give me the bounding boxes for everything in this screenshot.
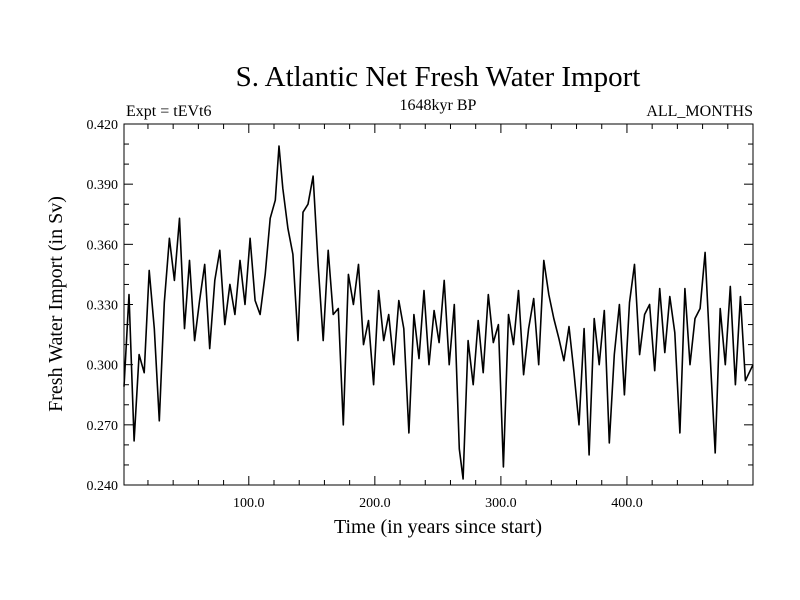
chart-subtitle: 1648kyr BP [400, 97, 477, 114]
x-tick-label: 100.0 [233, 496, 265, 511]
y-axis-label: Fresh Water Import (in Sv) [45, 196, 67, 412]
plot-frame [123, 123, 754, 486]
x-tick-label: 400.0 [611, 496, 643, 511]
months-label: ALL_MONTHS [646, 103, 753, 120]
experiment-label: Expt = tEVt6 [126, 103, 211, 120]
y-tick-label: 0.330 [87, 299, 119, 314]
y-tick-label: 0.420 [87, 118, 119, 133]
y-tick-label: 0.300 [87, 359, 119, 374]
chart-title: S. Atlantic Net Fresh Water Import [236, 61, 641, 93]
x-axis-label: Time (in years since start) [334, 516, 542, 538]
y-tick-label: 0.240 [87, 479, 119, 494]
x-tick-label: 300.0 [485, 496, 517, 511]
y-tick-label: 0.270 [87, 419, 119, 434]
series-line-fresh-water-import [123, 145, 754, 480]
y-tick-label: 0.390 [87, 178, 119, 193]
x-tick-label: 200.0 [359, 496, 391, 511]
y-tick-label: 0.360 [87, 238, 119, 253]
